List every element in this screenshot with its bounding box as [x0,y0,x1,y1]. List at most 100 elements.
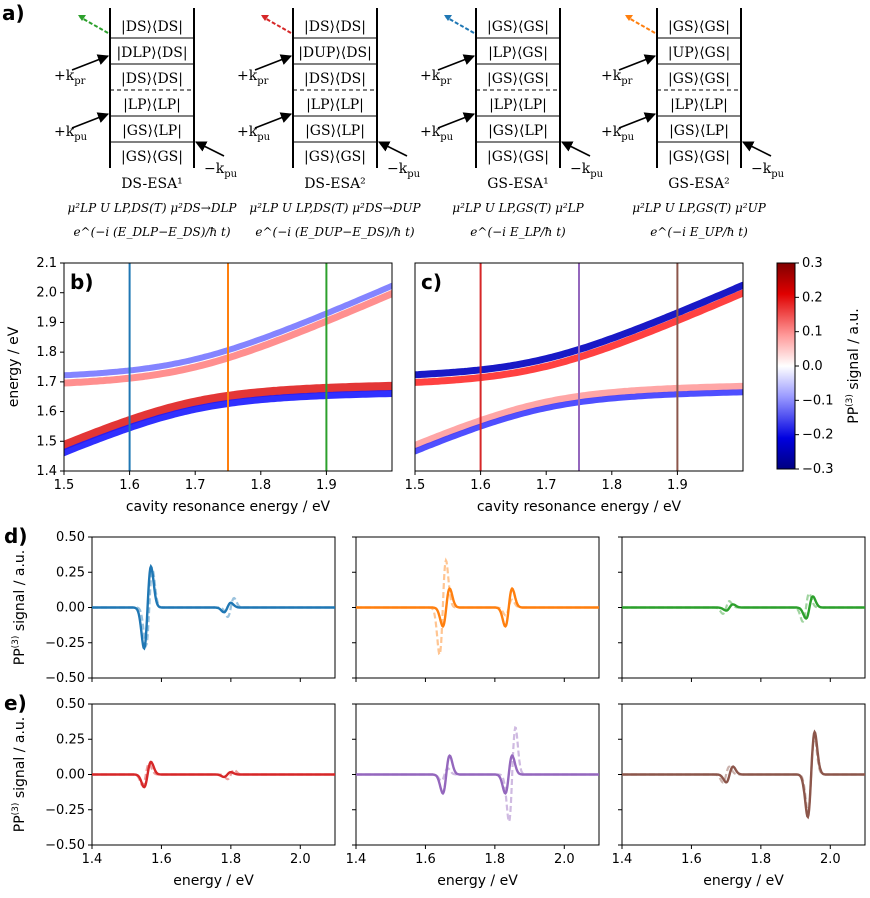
signal-emission-arrow [262,16,292,34]
colorbar-label-rest: signal / a.u. [846,308,862,394]
y-tick-label: 0.00 [56,768,85,783]
signal-emission-arrow [626,16,656,34]
line-plot-d-2 [352,536,600,682]
x-tick-label: 1.5 [54,478,75,493]
pump-neg-arrow [741,141,772,157]
ket-label: |GS⟩⟨GS| [121,149,183,165]
ket-label: |GS⟩⟨GS| [668,71,730,87]
y-axis-label-sup: (3) [11,636,21,649]
series-solid [356,753,599,796]
x-axis-label: energy / eV [703,873,784,889]
probe-label: +kpr [237,68,269,87]
series-solid [92,563,335,651]
probe-subscript: pr [440,76,451,87]
heatmap-frame-c [414,262,744,472]
pump-neg-subscript: pu [224,169,237,180]
y-tick-label: 1.9 [36,315,57,330]
pump-neg-label: −kpu [751,161,785,180]
y-axis-label: energy / eV [6,326,22,407]
ket-label: |GS⟩⟨GS| [668,19,730,35]
x-tick-label: 2.0 [554,852,575,867]
ket-label: |LP⟩⟨LP| [489,97,547,113]
ket-label: |GS⟩⟨LP| [122,123,182,139]
pathway-phase: e^(−i E_UP/ħ t) [650,225,748,239]
x-tick-label: 1.8 [221,852,242,867]
colorbar-tick-label: 0.0 [802,359,823,374]
ket-label: |DLP⟩⟨DS| [116,45,187,61]
signal-emission-head [261,15,269,21]
panel-label-c: c) [421,270,442,294]
pathway-phase: e^(−i (E_DUP−E_DS)/ħ t) [255,225,415,239]
pump-neg-subscript: pu [771,169,784,180]
ket-label: |GS⟩⟨GS| [487,149,549,165]
ket-label: |GS⟩⟨GS| [668,149,730,165]
pump-label: +kpu [237,124,271,143]
x-axis-label: cavity resonance energy / eV [477,499,682,515]
y-tick-label: 1.4 [36,464,57,479]
colorbar-tick-label: −0.2 [802,428,834,443]
pathway-title: DS-ESA¹ [121,176,183,192]
y-tick-label: 0.25 [56,565,85,580]
pump-neg-arrow [194,141,225,157]
colorbar-tick-label: 0.1 [802,325,823,340]
pathway-expression: μ²LP U LP,DS(T) μ²DS→DUP [249,201,421,215]
ket-label: |GS⟩⟨LP| [305,123,365,139]
x-tick-label: 1.6 [415,852,436,867]
ket-label: |LP⟩⟨LP| [670,97,728,113]
panel-label-d: d) [4,524,27,548]
ket-label: |DUP⟩⟨DS| [298,45,372,61]
signal-emission-head [444,15,452,21]
diagram-3: |GS⟩⟨GS| |LP⟩⟨GS| |GS⟩⟨GS| |LP⟩⟨LP| |GS⟩⟨LP|… [420,8,604,239]
colorbar-tick-label: −0.3 [802,462,834,477]
x-tick-label: 1.7 [185,478,206,493]
y-tick-label: 1.7 [36,375,57,390]
pathway-phase: e^(−i E_LP/ħ t) [470,225,566,239]
diagram-4: |GS⟩⟨GS| |UP⟩⟨GS| |GS⟩⟨GS| |LP⟩⟨LP| |GS⟩⟨LP|… [601,8,785,239]
x-tick-label: 1.4 [82,852,103,867]
line-plot-d-1: 0.50 0.25 0.00 −0.25 −0.50 [45,530,336,686]
x-tick-label: 2.0 [820,852,841,867]
x-tick-label: 1.5 [405,478,426,493]
ket-label: |GS⟩⟨GS| [487,71,549,87]
pump-arrow [618,112,657,129]
signal-emission-head [625,15,633,21]
pump-neg-arrow [377,141,408,157]
y-axis-label-main: PP [12,815,28,832]
pump-label: +kpu [420,124,454,143]
pump-neg-label: −kpu [204,161,238,180]
series-solid [356,586,599,629]
series-solid [622,729,865,820]
ket-label: |LP⟩⟨GS| [488,45,548,61]
y-tick-label: −0.50 [45,671,85,686]
y-tick-label: 0.00 [56,601,85,616]
x-tick-label: 1.8 [485,852,506,867]
y-axis-label-rest: signal / a.u. [12,550,28,636]
series-solid [622,595,865,620]
pump-subscript: pu [440,132,453,143]
y-axis-label-main: PP [12,648,28,665]
ket-label: |GS⟩⟨GS| [487,19,549,35]
x-tick-label: 1.6 [681,852,702,867]
x-tick-label: 1.6 [470,478,491,493]
line-plot-d-3 [618,536,866,682]
y-tick-label: −0.25 [45,636,85,651]
colorbar-tick-label: 0.3 [802,256,823,271]
y-axis-label-rest: signal / a.u. [12,717,28,803]
colorbar-label: PP(3) signal / a.u. [845,308,862,423]
heatmap-panels: 1.5 1.6 1.7 1.8 1.9 cavity resonance energy /… [6,256,862,515]
pump-label: +kpu [601,124,635,143]
x-tick-label: 1.9 [316,478,337,493]
line-plot-e-3: 1.4 1.6 1.8 2.0 energy / eV [612,703,866,889]
y-tick-label: 0.25 [56,732,85,747]
series-solid [92,760,335,789]
y-tick-label: 0.50 [56,530,85,545]
ket-label: |GS⟩⟨LP| [669,123,729,139]
signal-emission-arrow [79,16,109,34]
pump-arrow [71,112,110,129]
y-tick-label: 1.6 [36,405,57,420]
y-tick-label: −0.50 [45,838,85,853]
colorbar-label-sup: (3) [845,394,855,407]
y-tick-label: 2.1 [36,256,57,271]
probe-subscript: pr [74,76,85,87]
